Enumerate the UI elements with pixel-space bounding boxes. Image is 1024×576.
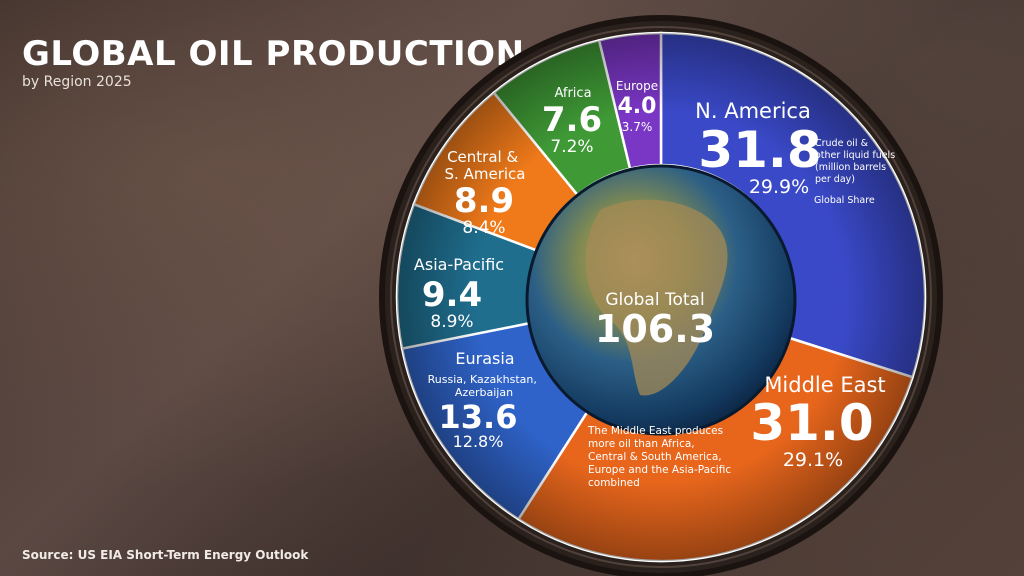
oil-rim-highlight	[390, 26, 932, 568]
share-note: Global Share	[814, 195, 875, 206]
label-asia-pacific: Asia-Pacific	[414, 255, 504, 274]
middle-east-annotation: The Middle East produces more oil than A…	[587, 425, 734, 489]
share-europe: 3.7%	[622, 120, 653, 134]
label-eurasia: Eurasia	[455, 349, 514, 368]
value-central-s-america: 8.9	[454, 181, 514, 221]
globe-landmass	[585, 199, 728, 396]
value-europe: 4.0	[618, 94, 657, 119]
value-n-america: 31.8	[698, 121, 821, 179]
label-central-s-america: Central & S. America	[445, 148, 526, 183]
global-total-value: 106.3	[595, 307, 715, 351]
unit-note: Crude oil & other liquid fuels (million …	[815, 138, 898, 185]
share-central-s-america: 8.4%	[462, 218, 505, 238]
source-note: Source: US EIA Short-Term Energy Outlook	[22, 548, 309, 562]
chart-subtitle: by Region 2025	[22, 74, 132, 90]
value-middle-east: 31.0	[750, 394, 873, 452]
share-asia-pacific: 8.9%	[430, 312, 473, 332]
global-total-label: Global Total	[605, 290, 704, 310]
sublabel-eurasia: Russia, Kazakhstan, Azerbaijan	[428, 373, 541, 399]
share-africa: 7.2%	[550, 137, 593, 157]
value-eurasia: 13.6	[439, 398, 518, 436]
value-asia-pacific: 9.4	[422, 275, 482, 315]
label-n-america: N. America	[695, 99, 811, 123]
label-europe: Europe	[616, 79, 658, 93]
share-eurasia: 12.8%	[453, 432, 504, 451]
value-africa: 7.6	[542, 100, 602, 140]
share-middle-east: 29.1%	[783, 449, 843, 471]
share-n-america: 29.9%	[749, 176, 809, 198]
label-africa: Africa	[554, 86, 591, 101]
label-middle-east: Middle East	[764, 373, 885, 397]
